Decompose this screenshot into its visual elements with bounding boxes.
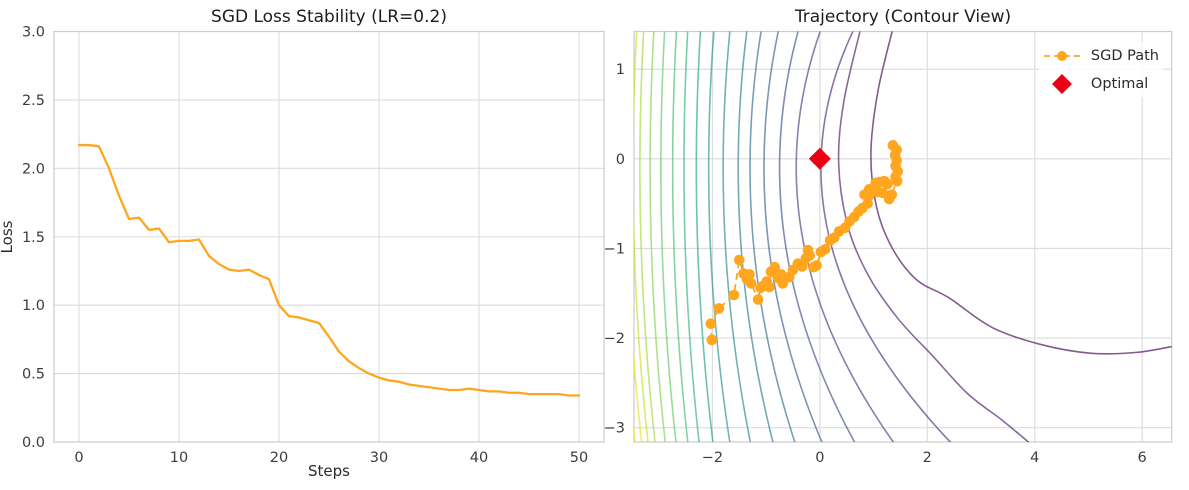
x-tick-label: −2: [702, 450, 723, 466]
sgd-path: [705, 140, 904, 346]
legend: SGD Path Optimal: [1038, 42, 1163, 97]
contour-line: [737, 31, 774, 442]
axes-grid: 0 10 20 30 40 50 0.0 0.5 1.0 1.5 2.0 2.5 3.0: [22, 25, 604, 466]
sgd-path-point: [706, 334, 718, 346]
sgd-path-point: [728, 289, 740, 301]
contour-line: [634, 350, 643, 442]
x-tick-label: 4: [1030, 450, 1039, 466]
sgd-path-point: [804, 250, 815, 261]
y-tick-label: −1: [604, 241, 625, 257]
contour-line: [820, 31, 952, 442]
contour-line: [683, 31, 700, 442]
y-tick-label: 3.0: [22, 25, 45, 41]
sgd-path-point: [887, 140, 899, 151]
x-tick-label: 0: [74, 450, 83, 466]
legend-label-optimal: Optimal: [1090, 75, 1149, 92]
sgd-path-point: [705, 318, 717, 329]
left-chart-title: SGD Loss Stability (LR=0.2): [211, 7, 447, 27]
left-chart-xlabel: Steps: [308, 462, 350, 480]
sgd-path-point: [882, 178, 893, 190]
legend-item-optimal: Optimal: [1043, 72, 1159, 95]
contour-line: [695, 31, 714, 442]
right-chart-title: Trajectory (Contour View): [794, 7, 1012, 27]
sgd-path-point: [862, 198, 873, 209]
contour-line: [870, 31, 1172, 355]
contour-line: [837, 31, 1030, 442]
y-tick-label: 0: [616, 152, 625, 168]
legend-item-sgd-path: SGD Path: [1043, 44, 1159, 67]
left-chart-ylabel: Loss: [0, 220, 16, 254]
y-tick-label: 2.0: [22, 161, 45, 177]
x-tick-label: 40: [470, 450, 488, 466]
y-tick-label: −3: [604, 421, 625, 437]
contour-line: [660, 31, 677, 442]
contour-line: [778, 31, 856, 442]
contour-line: [634, 31, 649, 442]
x-tick-label: 10: [170, 450, 188, 466]
sgd-path-point: [811, 260, 822, 271]
contour-line: [722, 31, 752, 442]
y-tick-label: −2: [604, 331, 625, 347]
sgd-path-point: [819, 243, 831, 255]
sgd-path-point: [883, 193, 895, 205]
sgd-path-point: [752, 294, 764, 305]
sgd-path-point: [733, 254, 745, 266]
x-tick-label: 50: [570, 450, 588, 466]
axes-spines: [53, 30, 605, 443]
sgd-path-point: [745, 278, 757, 289]
sgd-path-point: [744, 269, 755, 280]
contour-line: [649, 31, 667, 442]
contour-lines: [634, 31, 1172, 442]
sgd-path-point: [872, 186, 883, 198]
contour-line: [671, 31, 689, 442]
x-tick-label: 2: [923, 450, 932, 466]
y-tick-label: 1.0: [22, 298, 45, 314]
x-tick-label: 30: [370, 450, 388, 466]
legend-label-sgd-path: SGD Path: [1090, 47, 1159, 64]
optimal-legend-glyph: [1051, 73, 1072, 94]
x-tick-label: 0: [815, 450, 824, 466]
y-tick-label: 0.0: [22, 435, 45, 451]
contour-line: [707, 31, 731, 442]
sgd-path-point: [769, 261, 781, 273]
optimal-legend-marker: [1043, 73, 1081, 95]
contour-line: [749, 31, 796, 442]
y-tick-label: 1: [616, 62, 625, 78]
contour-line: [795, 31, 895, 442]
sgd-path-point: [863, 190, 875, 201]
sgd-path-point: [713, 303, 725, 314]
contour-line: [763, 31, 823, 442]
y-tick-label: 1.5: [22, 230, 45, 246]
optimal-marker: [808, 147, 831, 170]
y-tick-label: 2.5: [22, 93, 45, 109]
x-tick-label: 20: [270, 450, 288, 466]
sgd-path-point: [796, 261, 808, 272]
contour-line: [639, 31, 656, 442]
x-tick-label: 6: [1138, 450, 1147, 466]
loss-line: [77, 143, 581, 397]
sgd-path-legend-marker: [1043, 49, 1081, 63]
sgd-path-point: [764, 281, 775, 293]
y-tick-label: 0.5: [22, 367, 45, 383]
sgd-path-legend-glyph: [1043, 50, 1080, 61]
